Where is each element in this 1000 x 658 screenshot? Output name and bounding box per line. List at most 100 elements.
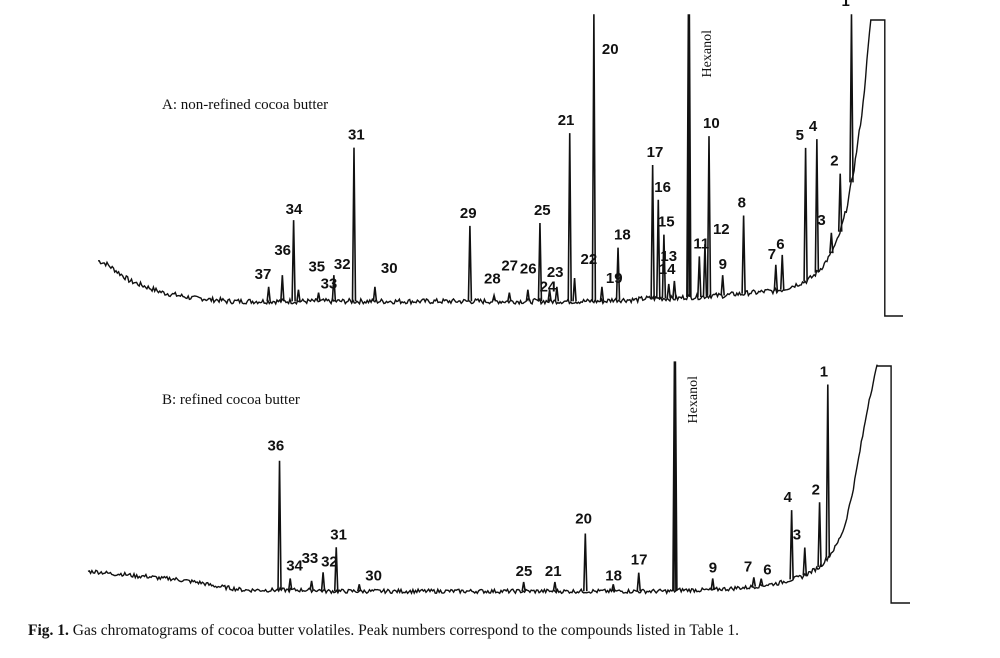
peak-b-2 — [817, 502, 822, 567]
peak-label-7: 7 — [768, 246, 776, 263]
peak-label-23: 23 — [547, 264, 564, 281]
peak-label-17: 17 — [647, 144, 664, 161]
peak-label-3: 3 — [817, 212, 825, 229]
peak-a-34 — [291, 220, 296, 302]
peak-b-7 — [751, 577, 757, 587]
peak-b-17 — [636, 572, 642, 592]
peak-a-4 — [814, 139, 820, 273]
peak-a-37 — [266, 286, 271, 302]
peak-label-6: 6 — [763, 562, 771, 579]
peak-b-1 — [825, 384, 831, 558]
peak-label-14: 14 — [659, 261, 676, 278]
peak-label-32: 32 — [321, 553, 338, 570]
peak-label-12: 12 — [713, 221, 730, 238]
peak-a-23 — [554, 286, 560, 302]
peak-b-36 — [277, 460, 282, 591]
peak-a-25 — [537, 222, 543, 302]
peak-label-31: 31 — [330, 526, 347, 543]
peak-a-6 — [779, 254, 785, 290]
peak-a-8 — [741, 215, 746, 294]
peak-label-32: 32 — [334, 256, 351, 273]
peak-label-18: 18 — [605, 567, 622, 584]
peak-label-15: 15 — [658, 214, 675, 231]
peak-label-3: 3 — [793, 527, 801, 544]
peak-label-30: 30 — [381, 260, 398, 277]
peak-b-4 — [789, 510, 794, 580]
peak-label-hexanol: Hexanol — [686, 376, 701, 424]
peak-label-16: 16 — [654, 179, 671, 196]
peak-b-3 — [802, 547, 808, 576]
peak-b-32 — [320, 572, 326, 591]
peak-a-18 — [615, 247, 621, 300]
peak-label-1: 1 — [820, 363, 828, 380]
peak-label-28: 28 — [484, 271, 501, 288]
peak-label-4: 4 — [784, 489, 793, 506]
peak-label-9: 9 — [719, 256, 727, 273]
peak-label-20: 20 — [575, 510, 592, 527]
peak-b-18 — [610, 584, 616, 592]
peak-b-25 — [521, 581, 526, 592]
peak-a-31 — [351, 147, 357, 302]
peak-a-16 — [655, 199, 661, 299]
peak-label-5: 5 — [796, 127, 804, 144]
peak-label-36: 36 — [268, 438, 285, 455]
peak-a-10 — [706, 136, 712, 296]
peak-a-33 — [316, 292, 321, 302]
peak-label-11: 11 — [693, 235, 709, 252]
caption-text: Gas chromatograms of cocoa butter volati… — [72, 622, 740, 639]
peak-a-26 — [525, 289, 531, 302]
peak-a-19 — [599, 286, 605, 302]
peak-a-12 — [702, 244, 708, 297]
peak-a-15 — [661, 234, 667, 299]
peak-a-21 — [567, 133, 573, 302]
peak-label-6: 6 — [776, 236, 784, 253]
peak-label-8: 8 — [738, 194, 746, 211]
peak-b-30 — [356, 584, 362, 592]
peak-a-28 — [491, 292, 497, 302]
peak-label-21: 21 — [558, 112, 575, 129]
peak-a-3 — [829, 232, 834, 254]
peak-label-19: 19 — [606, 270, 623, 287]
panel-title-b: B: refined cocoa butter — [162, 392, 300, 408]
peak-label-29: 29 — [460, 205, 477, 222]
peak-label-25: 25 — [534, 202, 551, 219]
peak-label-34: 34 — [286, 558, 303, 575]
figure-caption: Fig. 1. Gas chromatograms of cocoa butte… — [28, 622, 988, 640]
peak-label-4: 4 — [809, 118, 818, 135]
peak-a-20 — [591, 14, 597, 302]
peak-a-22 — [572, 278, 577, 302]
panel-title-a: A: non-refined cocoa butter — [162, 97, 328, 113]
peak-b-31 — [333, 547, 339, 592]
peak-label-13: 13 — [660, 248, 677, 265]
peak-b-20 — [583, 533, 588, 592]
peak-label-2: 2 — [830, 153, 838, 170]
peak-label-20: 20 — [602, 41, 619, 58]
peak-b-hexanol — [672, 361, 678, 591]
peak-label-18: 18 — [614, 227, 631, 244]
peak-label-17: 17 — [631, 552, 648, 569]
peak-label-30: 30 — [365, 567, 382, 584]
peak-b-21 — [552, 581, 558, 592]
peak-label-25: 25 — [516, 563, 533, 580]
peak-label-9: 9 — [709, 560, 717, 577]
peak-label-34: 34 — [286, 201, 303, 218]
peak-label-2: 2 — [812, 481, 820, 498]
peak-a-7 — [773, 264, 779, 291]
peak-label-hexanol: Hexanol — [700, 30, 715, 78]
peak-label-27: 27 — [501, 258, 518, 275]
peak-label-35: 35 — [308, 259, 325, 276]
peak-a-36 — [280, 275, 285, 302]
peak-a-27 — [507, 292, 512, 302]
peak-a-24 — [547, 289, 552, 302]
peak-a-17 — [650, 164, 655, 299]
peak-label-7: 7 — [744, 558, 752, 575]
caption-label: Fig. 1. — [28, 622, 69, 639]
peak-a-13 — [672, 280, 677, 299]
peak-label-10: 10 — [703, 115, 720, 132]
peak-label-37: 37 — [255, 266, 272, 283]
peak-a-9 — [720, 275, 725, 296]
peak-b-6 — [758, 578, 764, 586]
peak-label-1: 1 — [841, 0, 849, 10]
peak-a-35 — [296, 289, 301, 302]
